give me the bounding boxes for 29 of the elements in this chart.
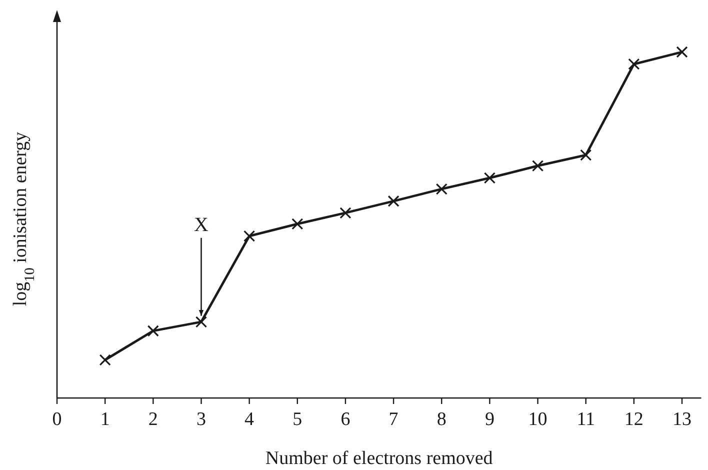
point (388, 195, 400, 207)
point (99, 354, 111, 366)
x-tick-label: 1 (100, 409, 110, 430)
x-tick-label: 9 (484, 409, 494, 430)
x-tick-label: 13 (672, 409, 692, 430)
x-tick-label: 3 (196, 409, 206, 430)
x-tick-label: 7 (388, 409, 398, 430)
x-axis-title: Number of electrons removed (265, 448, 494, 469)
point (340, 207, 352, 219)
point (244, 230, 256, 242)
x-tick-label: 6 (340, 409, 350, 430)
point (292, 218, 304, 230)
x-tick-label: 4 (244, 409, 255, 430)
point (436, 183, 448, 195)
point (484, 172, 496, 184)
point (628, 58, 640, 70)
x-tick-label: 8 (436, 409, 446, 430)
point (580, 149, 592, 161)
point (676, 46, 688, 58)
point (195, 316, 208, 328)
annotation: X (194, 214, 210, 236)
point (147, 325, 159, 337)
x-tick-label: 10 (528, 409, 548, 430)
x-tick-label: 11 (576, 409, 595, 430)
x-tick-label: 12 (624, 409, 644, 430)
x-tick-label: 2 (148, 409, 158, 430)
x-tick-label: 0 (52, 409, 62, 430)
x-tick-label: 5 (292, 409, 302, 430)
point (532, 160, 544, 172)
